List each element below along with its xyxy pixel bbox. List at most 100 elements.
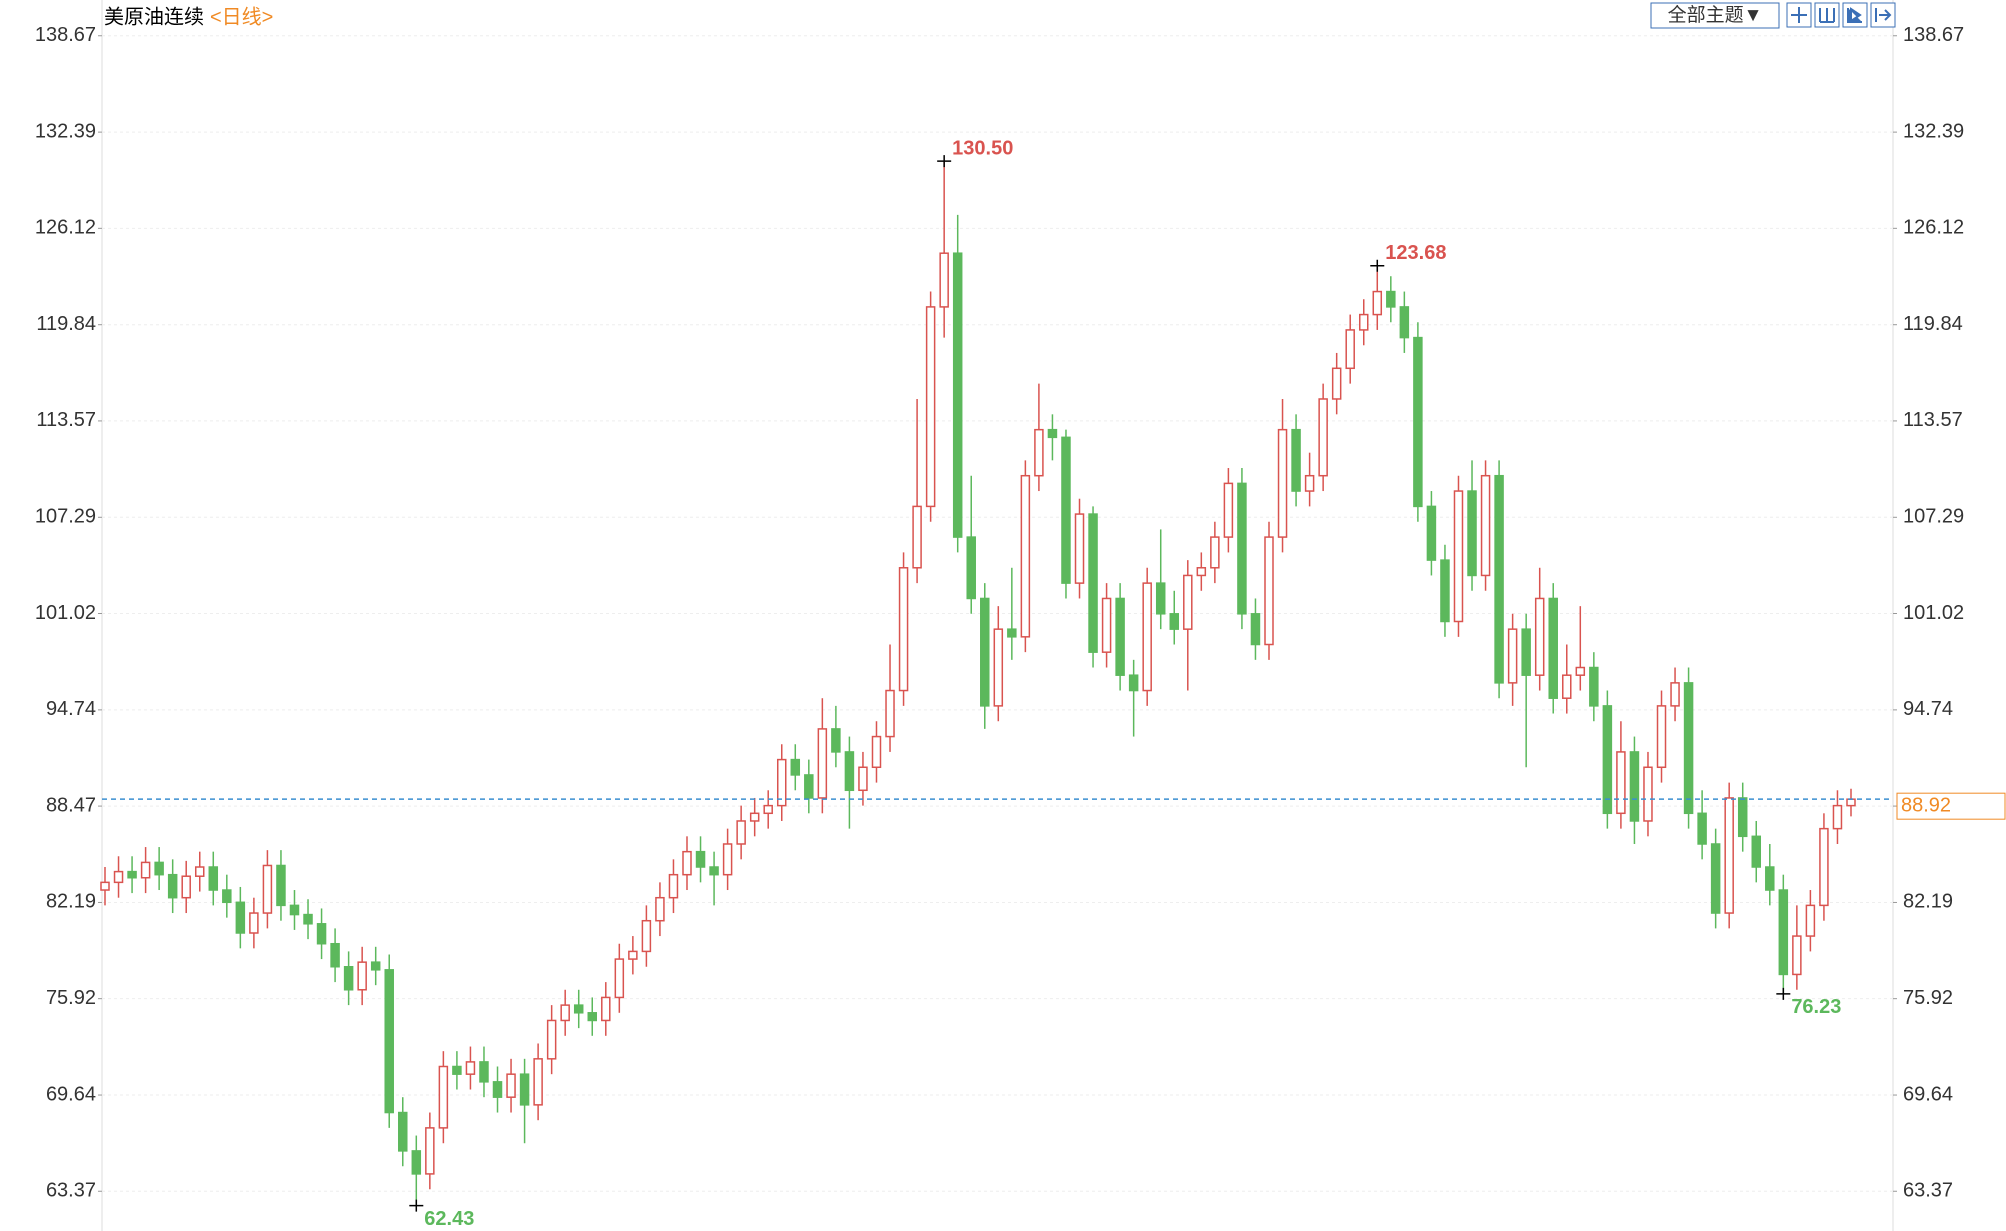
- candle-body: [1724, 797, 1734, 914]
- candle-body: [1467, 490, 1477, 577]
- candle-body: [1819, 827, 1829, 907]
- candle-body: [749, 812, 760, 822]
- candle-body: [682, 850, 692, 876]
- candle-body: [966, 536, 976, 600]
- candle-body: [1304, 474, 1315, 492]
- toolbar: 全部主题▼: [1650, 2, 1896, 29]
- candle-body: [885, 689, 895, 738]
- candle-body: [1155, 582, 1166, 615]
- end-glyph: [1875, 8, 1892, 22]
- candle-body: [167, 873, 178, 899]
- candle-body: [303, 913, 313, 925]
- extreme-marker: [937, 155, 952, 168]
- candle-body: [425, 1127, 435, 1175]
- candle-body: [560, 1004, 570, 1022]
- candle-body: [492, 1081, 503, 1098]
- candle-body: [858, 766, 868, 792]
- candle-body: [276, 864, 286, 907]
- y-tick-label: 94.74: [46, 698, 96, 720]
- candle-body: [438, 1065, 449, 1129]
- candle-body: [1331, 367, 1342, 400]
- extreme-label: 130.50: [952, 137, 1013, 159]
- period-label: <日线>: [210, 5, 273, 28]
- candle-body: [194, 866, 205, 877]
- candle-body: [1061, 436, 1071, 584]
- y-tick-label: 126.12: [35, 217, 96, 239]
- candle-body: [479, 1061, 489, 1083]
- candle-body: [817, 728, 828, 799]
- candle-body: [1643, 766, 1653, 822]
- candle-body: [1629, 751, 1640, 822]
- candle-body: [1277, 428, 1288, 538]
- candle-body: [289, 904, 300, 916]
- candle-body: [1047, 428, 1058, 439]
- candle-body: [1264, 536, 1274, 646]
- candle-body: [370, 961, 381, 971]
- candle-body: [776, 758, 787, 807]
- candle-body: [993, 628, 1004, 707]
- candle-body: [1534, 597, 1545, 676]
- extreme-marker: [409, 1199, 424, 1212]
- y-tick-label: 75.92: [46, 987, 96, 1009]
- candle-body: [736, 820, 746, 845]
- candle-body: [1237, 482, 1247, 615]
- candle-body: [1399, 306, 1410, 339]
- y2-tick-label: 132.39: [1903, 120, 1964, 142]
- candle-body: [628, 950, 638, 960]
- y2-tick-label: 69.64: [1903, 1083, 1953, 1105]
- candle-body: [100, 881, 110, 891]
- candle-body: [1345, 329, 1355, 370]
- candle-body: [1101, 597, 1112, 653]
- y-tick-label: 132.39: [35, 120, 96, 142]
- candle-body: [1223, 482, 1234, 538]
- candle-body: [1656, 705, 1667, 769]
- y2-tick-label: 82.19: [1903, 891, 1953, 913]
- candle-body: [1291, 428, 1301, 492]
- candle-body: [1832, 804, 1843, 830]
- y-tick-label: 63.37: [46, 1180, 96, 1202]
- candle-body: [546, 1019, 557, 1060]
- y2-tick-label: 63.37: [1903, 1180, 1953, 1202]
- candle-body: [641, 919, 652, 953]
- theme-button[interactable]: [1650, 2, 1780, 29]
- candle-body: [222, 889, 232, 904]
- candle-body: [1616, 751, 1626, 815]
- bars-glyph: [1819, 8, 1835, 23]
- candle-body: [695, 850, 706, 868]
- candle-body: [1751, 835, 1762, 868]
- candle-body: [465, 1061, 476, 1075]
- candle-body: [1372, 290, 1383, 316]
- candle-body: [831, 728, 841, 753]
- theme-button-label[interactable]: 全部主题▼: [1668, 4, 1763, 26]
- candle-body: [709, 866, 719, 876]
- candle-body: [1169, 613, 1180, 630]
- candle-body: [506, 1073, 516, 1098]
- candle-body: [898, 567, 909, 692]
- candle-body: [1210, 536, 1220, 569]
- candle-body: [871, 735, 882, 769]
- candle-body: [939, 252, 949, 308]
- candle-body: [357, 961, 367, 991]
- y-tick-label: 119.84: [36, 313, 96, 335]
- candle-body: [249, 912, 259, 934]
- candle-body: [1805, 904, 1816, 937]
- candle-body: [1183, 574, 1193, 630]
- y-tick-label: 88.47: [46, 794, 96, 816]
- y2-tick-label: 138.67: [1903, 24, 1964, 46]
- y2-tick-label: 107.29: [1903, 506, 1964, 528]
- y-tick-label: 69.64: [46, 1083, 96, 1105]
- extreme-label: 123.68: [1385, 242, 1446, 264]
- candle-body: [601, 996, 611, 1022]
- candle-body: [844, 751, 855, 792]
- candle-body: [140, 861, 151, 879]
- y-tick-label: 107.29: [35, 506, 96, 528]
- candle-body: [722, 843, 733, 876]
- candle-body: [1440, 559, 1450, 623]
- candle-body: [1846, 798, 1856, 807]
- candle-body: [154, 861, 164, 876]
- candle-body: [398, 1111, 408, 1152]
- candle-body: [208, 866, 219, 891]
- candle-body: [1589, 666, 1599, 707]
- candle-body: [384, 969, 394, 1114]
